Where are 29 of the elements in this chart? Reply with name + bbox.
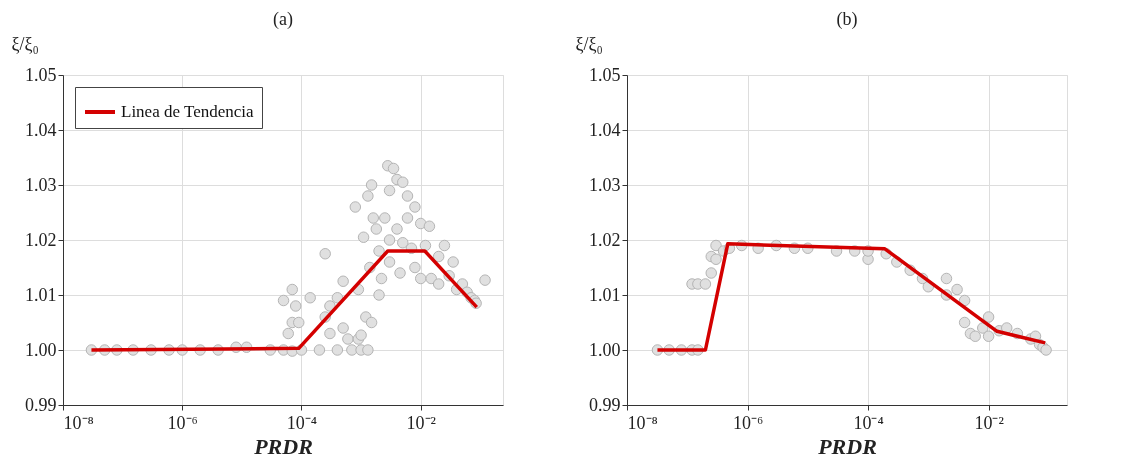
legend-label: Linea de Tendencia <box>121 102 254 121</box>
x-tick-label: 10⁻⁶ <box>167 412 198 433</box>
y-tick-label: 1.04 <box>25 119 57 140</box>
y-tick-label: 1.03 <box>589 174 621 195</box>
y-tick-label: 1.00 <box>25 339 57 360</box>
x-tick-label: 10⁻⁸ <box>63 412 94 433</box>
x-tick-label: 10⁻⁶ <box>732 412 764 433</box>
y-tick-label: 1.01 <box>25 284 57 305</box>
y-tick-label: 1.00 <box>589 339 621 360</box>
x-tick-label: 10⁻² <box>974 412 1004 433</box>
x-tick-label: 10⁻⁴ <box>286 412 318 433</box>
x-tick-label: 10⁻⁴ <box>853 412 884 433</box>
y-tick-label: 1.03 <box>25 174 57 195</box>
y-tick-label: 1.05 <box>25 64 57 85</box>
chart-title: (a) <box>273 9 293 30</box>
y-tick-label: 1.01 <box>589 284 621 305</box>
y-axis-title: ξ/ξ₀ <box>575 33 603 54</box>
x-axis-title: PRDR <box>253 433 313 455</box>
y-tick-label: 0.99 <box>25 394 57 415</box>
chart-title: (b) <box>836 9 858 30</box>
y-tick-label: 1.02 <box>589 229 621 250</box>
y-tick-label: 1.05 <box>589 64 621 85</box>
y-tick-label: 0.99 <box>589 394 621 415</box>
y-tick-label: 1.04 <box>589 119 621 140</box>
x-tick-label: 10⁻⁸ <box>627 412 658 433</box>
x-axis-title: PRDR <box>817 433 877 455</box>
y-tick-label: 1.02 <box>25 229 57 250</box>
y-axis-title: ξ/ξ₀ <box>11 33 39 54</box>
x-tick-label: 10⁻² <box>406 412 436 433</box>
